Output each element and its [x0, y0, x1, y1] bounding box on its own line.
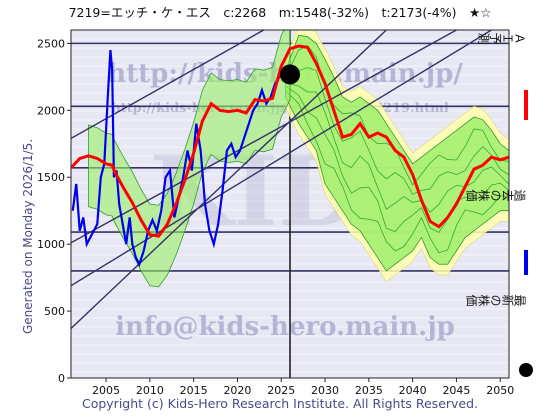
band-scenario-line	[285, 82, 509, 213]
series-prediction-line	[71, 44, 509, 238]
y-tick-label: 2500	[37, 37, 65, 50]
x-tick-label: 2050	[486, 384, 514, 397]
y-tick-label: 1500	[37, 171, 65, 184]
x-tick-label: 2025	[267, 384, 295, 397]
band-scenario-line	[285, 67, 509, 195]
x-tick-label: 2020	[223, 384, 251, 397]
band-scenario-line	[285, 90, 509, 254]
y-tick-label: 0	[58, 372, 65, 385]
y-tick-label: 1000	[37, 238, 65, 251]
y-tick-label: 2000	[37, 104, 65, 117]
x-tick-label: 2035	[355, 384, 383, 397]
legend-label: ＡＩ予測	[477, 31, 526, 45]
latest-price-dot	[280, 64, 300, 85]
x-tick-label: 2030	[311, 384, 339, 397]
x-tick-label: 2040	[399, 384, 427, 397]
latest-price-layer	[280, 64, 300, 85]
plot-frame	[70, 29, 510, 379]
x-tick-label: 2010	[136, 384, 164, 397]
series-history-line	[71, 49, 290, 268]
copyright-notice: Copyright (c) Kids-Hero Research Institu…	[81, 396, 479, 411]
trend-line	[71, 30, 492, 287]
legend-item: 最新の株価	[466, 293, 533, 377]
trend-line	[71, 30, 265, 140]
axes: 0 500 1000 1500 2000 2500 2005 2010 2015 2020 2025…	[37, 29, 514, 397]
legend-item: ＡＩ予測	[477, 31, 528, 120]
legend-label: 過去の株価	[466, 188, 526, 202]
legend-label: 最新の株価	[466, 293, 526, 307]
watermark-email: info@kids-hero.main.jp	[115, 312, 455, 342]
legend-item: 過去の株価	[466, 188, 528, 275]
x-tick-label: 2005	[92, 384, 120, 397]
band-scenario-line	[285, 85, 509, 233]
series-layer	[71, 44, 509, 268]
legend-swatch	[519, 363, 533, 377]
chart-title: 7219=エッチ・ケ・エス c:2268 m:1548(-32%) t:2173…	[68, 5, 492, 20]
trend-line	[71, 30, 387, 329]
y-tick-label: 500	[44, 305, 65, 318]
x-tick-label: 2015	[180, 384, 208, 397]
x-tick-label: 2045	[442, 384, 470, 397]
